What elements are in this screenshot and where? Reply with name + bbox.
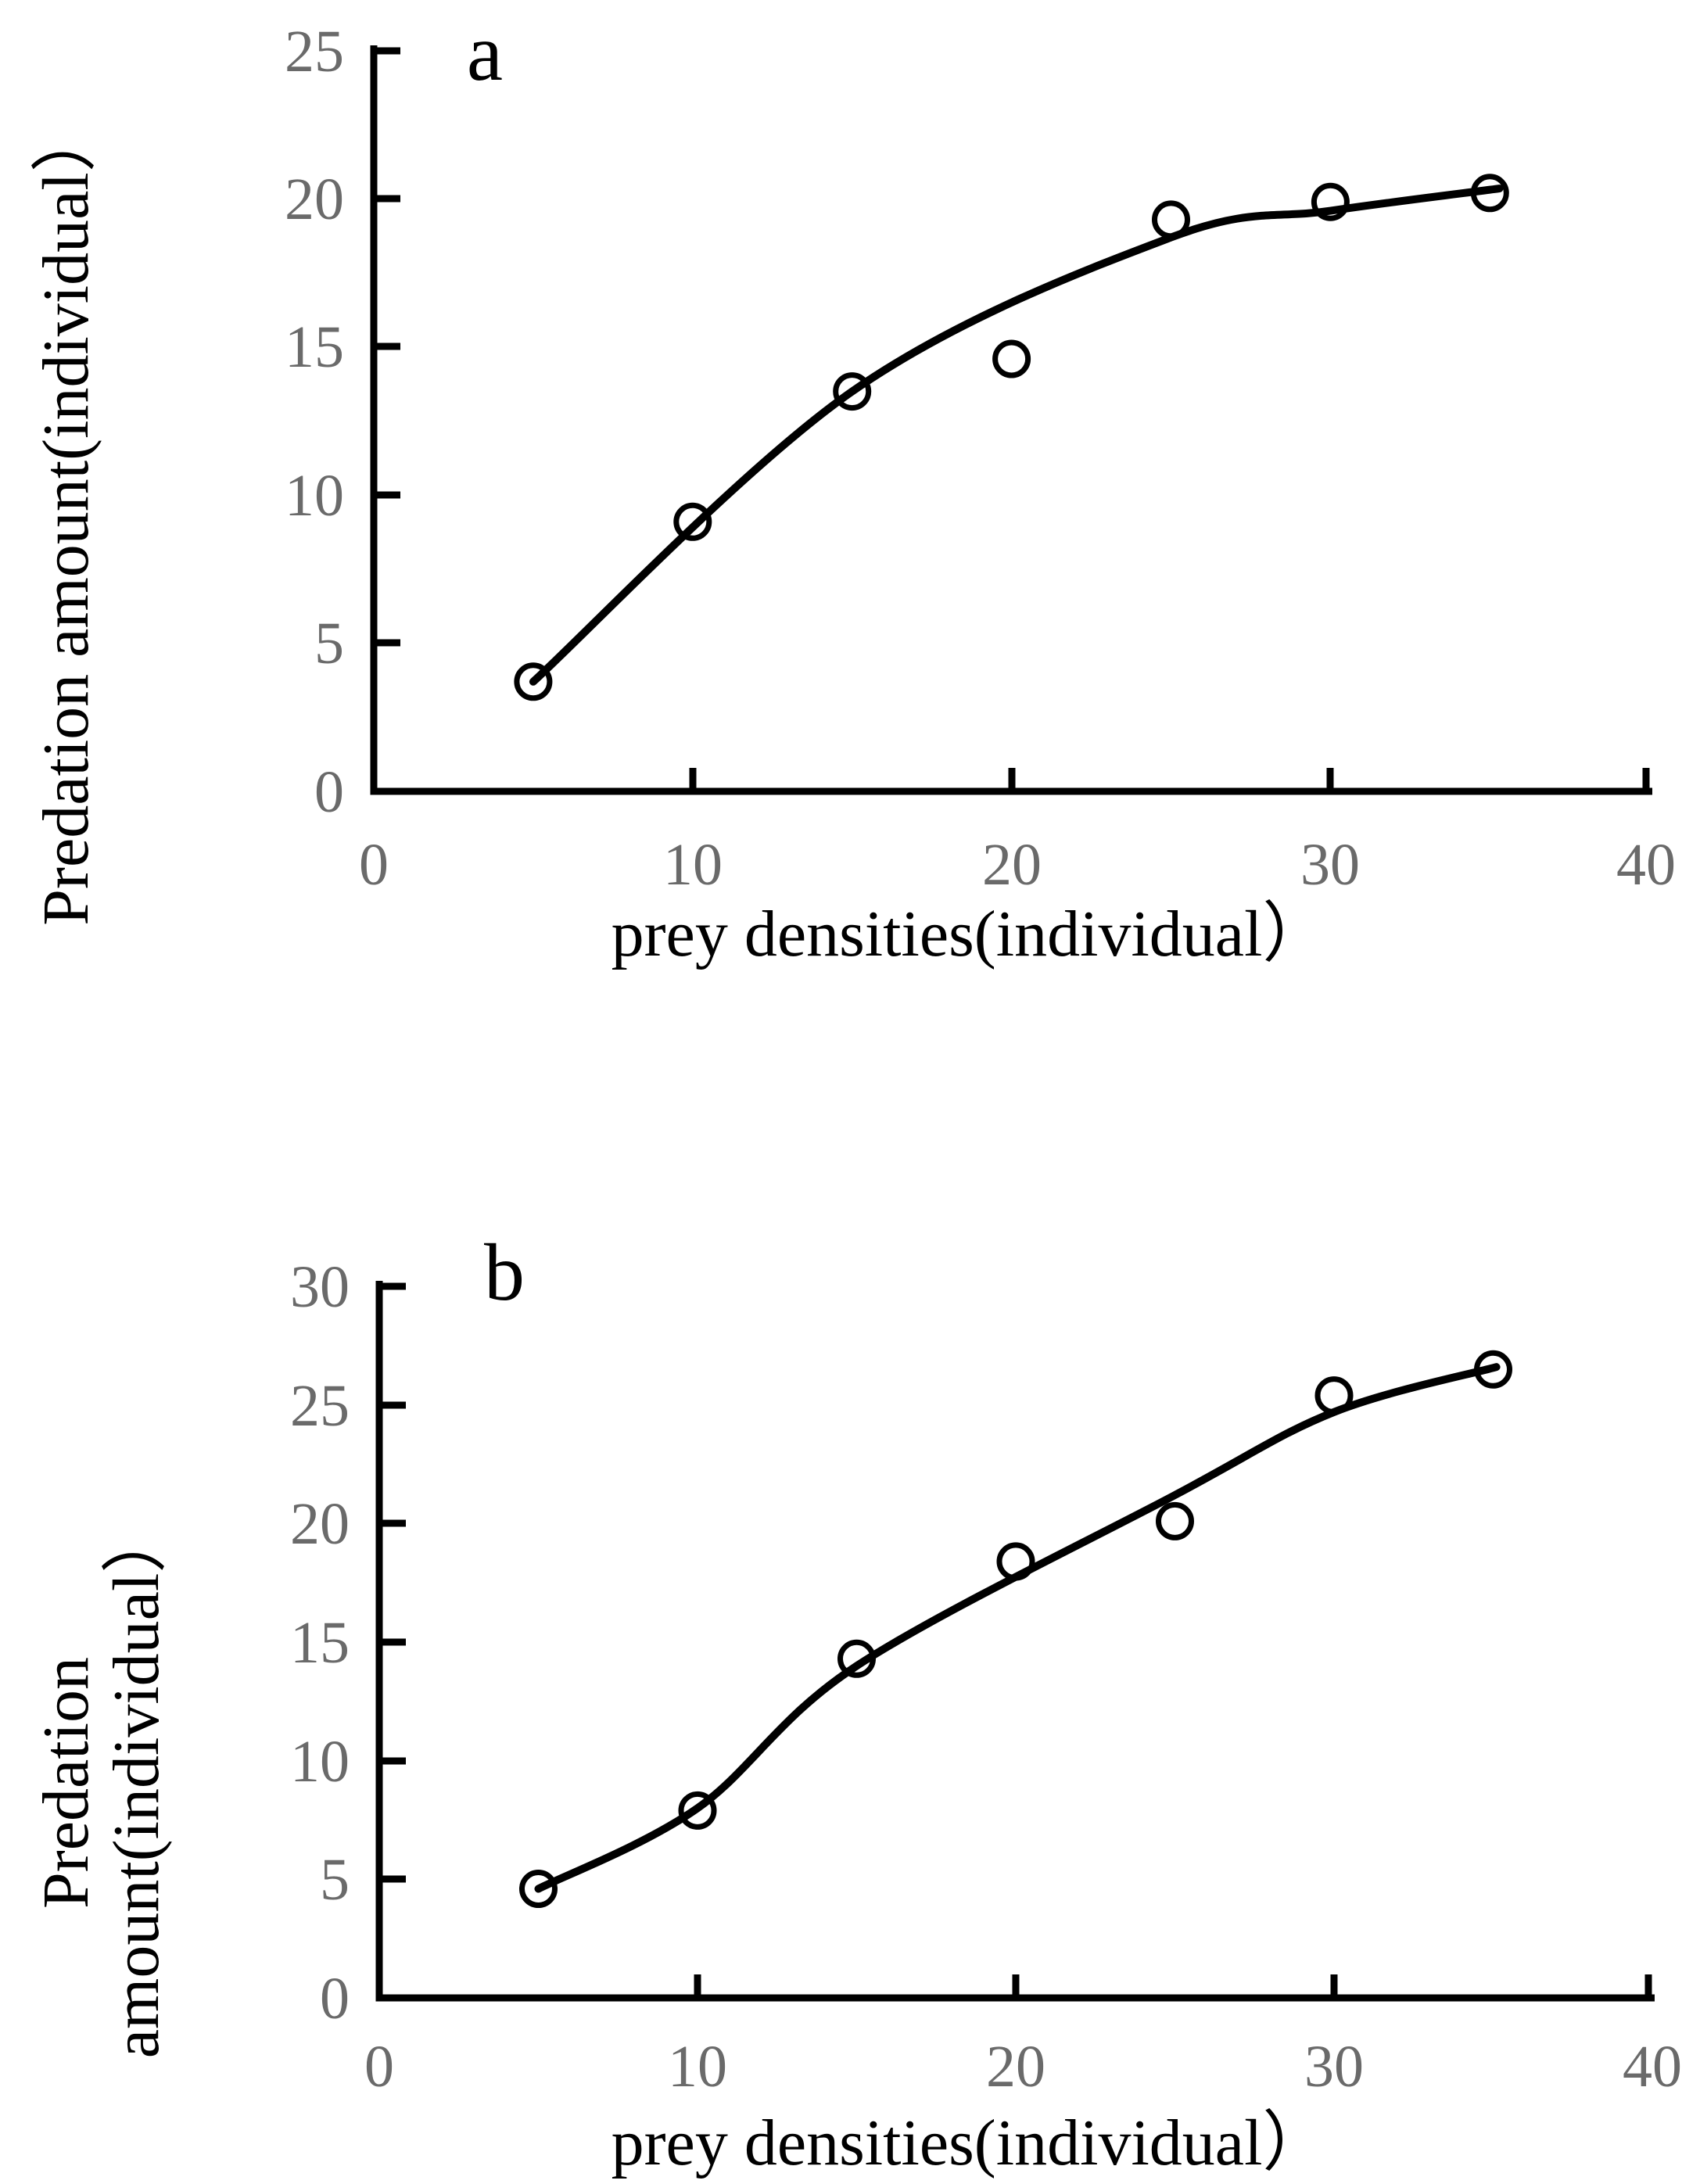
y-tick-label: 15: [290, 1610, 350, 1676]
panel-b: 30 25 20 15 10 5 0 0 10 20 30 40 prey de…: [30, 1228, 1682, 2179]
data-point-marker: [678, 1791, 717, 1830]
y-tick-label: 0: [314, 759, 344, 825]
data-point-marker: [996, 1542, 1035, 1581]
panel-b-plot-series: [519, 1350, 1512, 1908]
y-tick-label: 30: [290, 1254, 350, 1320]
data-point-marker: [1152, 200, 1190, 239]
x-tick-label: 10: [663, 832, 723, 898]
data-point-marker: [514, 662, 553, 701]
x-tick-label: 40: [1616, 832, 1676, 898]
data-point-marker: [1311, 182, 1350, 221]
x-tick-label: 0: [364, 2034, 394, 2100]
x-tick-label: 10: [668, 2034, 727, 2100]
data-point-marker: [837, 1639, 876, 1678]
y-tick-label: 10: [285, 463, 344, 529]
data-point-marker: [1474, 1350, 1512, 1389]
data-point-marker: [992, 339, 1031, 378]
panel-a-x-axis-title: prey densities(individual）: [611, 898, 1329, 970]
fit-curve: [529, 185, 1504, 686]
y-tick-label: 20: [290, 1491, 350, 1557]
y-tick-label: 20: [285, 167, 344, 232]
y-tick-label: 25: [285, 19, 344, 84]
x-tick-label: 30: [1304, 2034, 1364, 2100]
panel-a-axis-lines: [370, 45, 1652, 795]
data-point-marker: [833, 372, 872, 411]
panel-b-y-axis-title-line2: amount(individual）: [100, 1508, 173, 2059]
data-point-marker: [1470, 174, 1509, 213]
panel-a-y-axis-title: Predation amount(individual）: [30, 106, 102, 926]
panel-a-letter: a: [467, 8, 503, 98]
y-tick-label: 25: [290, 1373, 350, 1439]
x-tick-label: 20: [982, 832, 1042, 898]
panel-b-letter: b: [484, 1228, 525, 1318]
x-tick-label: 0: [359, 832, 389, 898]
x-tick-label: 40: [1623, 2034, 1682, 2100]
data-point-marker: [1156, 1501, 1194, 1540]
panel-b-y-axis-title-line1: Predation: [30, 1657, 102, 1909]
data-point-marker: [673, 502, 712, 541]
panel-a: 25 20 15 10 5 0 0 10 20 30 40 prey densi…: [30, 8, 1676, 970]
panel-b-axis-lines: [375, 1281, 1655, 2002]
y-tick-label: 15: [285, 314, 344, 380]
data-point-marker: [519, 1870, 558, 1908]
x-tick-label: 30: [1300, 832, 1360, 898]
y-tick-label: 0: [320, 1966, 350, 2032]
panel-b-x-axis-title: prey densities(individual）: [611, 2107, 1329, 2179]
y-tick-label: 5: [314, 611, 344, 676]
data-point-marker: [1314, 1376, 1354, 1415]
y-tick-label: 10: [290, 1729, 350, 1795]
panel-a-plot-series: [514, 174, 1509, 701]
y-tick-label: 5: [320, 1847, 350, 1913]
x-tick-label: 20: [986, 2034, 1045, 2100]
